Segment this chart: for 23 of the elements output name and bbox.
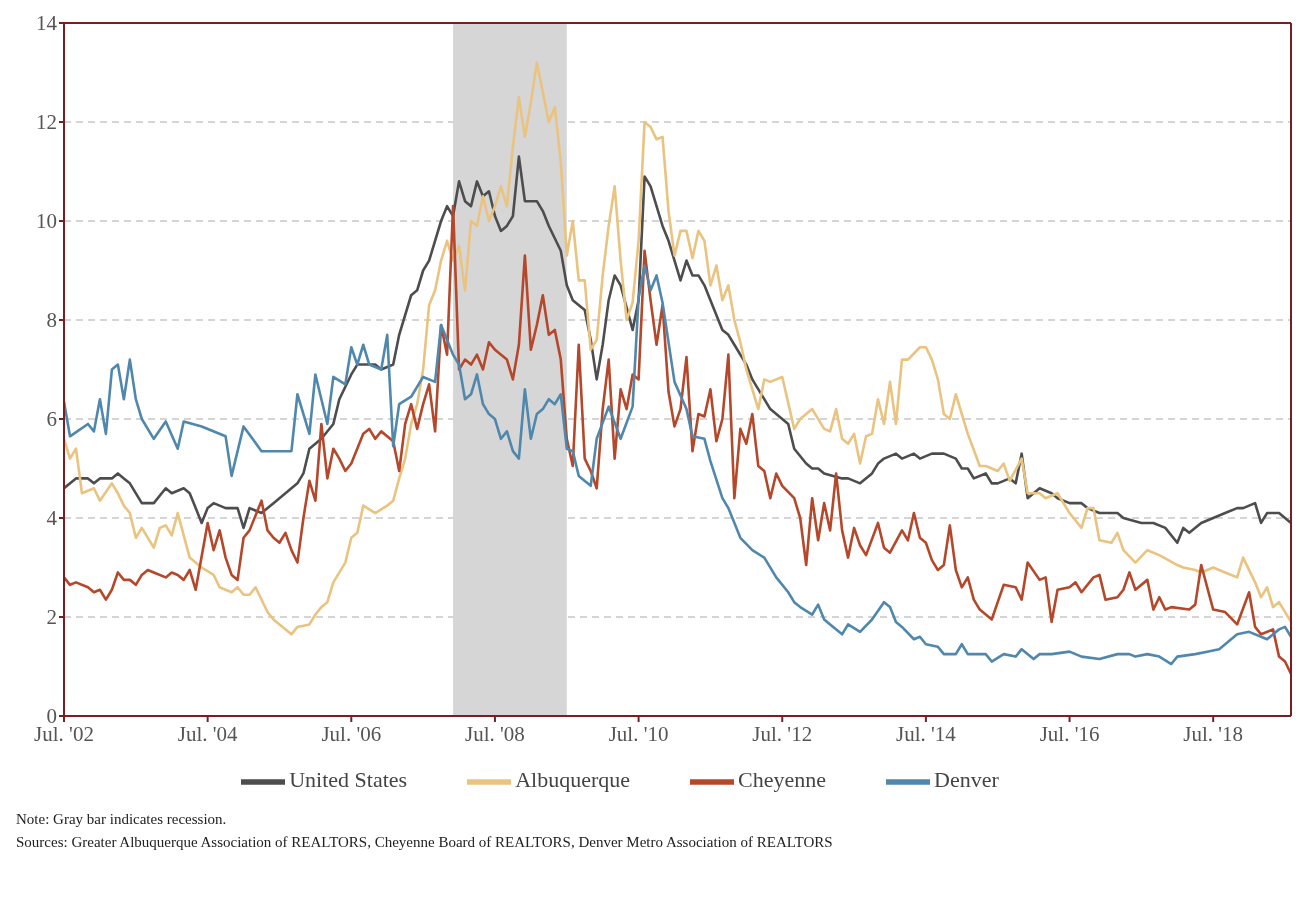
y-tick-label: 4 bbox=[46, 506, 58, 531]
legend-label: Albuquerque bbox=[515, 767, 631, 793]
text: Note: Gray bar indicates recession. bbox=[16, 810, 228, 829]
line-series bbox=[64, 155, 1291, 545]
x-tick-label: Jul. '06 bbox=[321, 721, 382, 746]
y-tick-label: 8 bbox=[46, 308, 57, 333]
y-tick-label: 12 bbox=[36, 110, 57, 135]
x-tick-label: Jul. '12 bbox=[752, 721, 813, 746]
x-tick-label: Jul. '08 bbox=[465, 721, 525, 746]
legend-label: United States bbox=[289, 767, 408, 793]
legend-label: Cheyenne bbox=[738, 767, 826, 793]
y-tick-label: 14 bbox=[36, 11, 58, 36]
x-tick-label: Jul. '10 bbox=[608, 721, 669, 746]
line-series bbox=[64, 61, 1291, 636]
source-note: Sources: Greater Albuquerque Association of REALTORS, Cheyenne Board of REALTORS, Denver Metro Association of REALTORS bbox=[16, 833, 834, 853]
x-tick-label: Jul. '18 bbox=[1183, 721, 1244, 746]
y-tick-label: 10 bbox=[36, 209, 57, 234]
legend-label: Denver bbox=[934, 767, 999, 793]
x-tick-label: Jul. '16 bbox=[1039, 721, 1100, 746]
x-tick-label: Jul. '14 bbox=[895, 721, 957, 746]
y-tick-label: 6 bbox=[46, 407, 57, 432]
y-tick-label: 2 bbox=[46, 605, 57, 630]
x-tick-label: Jul. '04 bbox=[177, 721, 239, 746]
